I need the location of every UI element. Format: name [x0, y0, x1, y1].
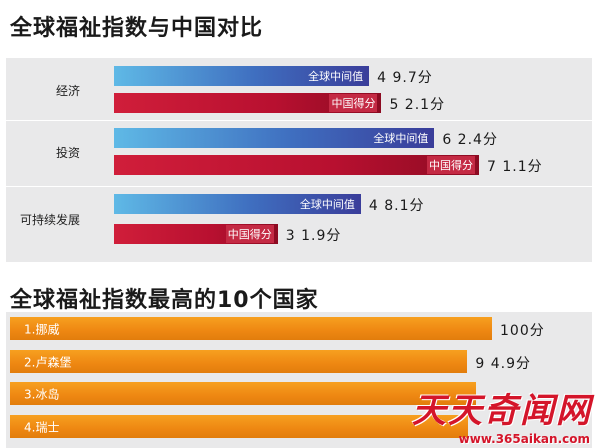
- bar-series-label: 全球中间值: [308, 70, 364, 83]
- value-label: 100分: [500, 323, 545, 339]
- country-label: 2.卢森堡: [24, 355, 72, 369]
- value-label: 7 1.1分: [487, 159, 543, 175]
- bar-series-label: 中国得分: [427, 156, 475, 174]
- bar-country: 4.瑞士: [10, 415, 468, 438]
- bar-country: 2.卢森堡: [10, 350, 468, 373]
- watermark-url: www.365aikan.com: [458, 432, 590, 446]
- country-label: 1.挪威: [24, 322, 60, 336]
- bar-series-label: 全球中间值: [373, 132, 429, 145]
- country-label: 3.冰岛: [24, 387, 60, 401]
- category-label: 经济: [56, 83, 81, 98]
- bar-red: 中国得分: [114, 224, 278, 244]
- bar-series-label: 中国得分: [225, 225, 274, 243]
- bar-blue: 全球中间值: [114, 128, 435, 148]
- chart-title-comparison: 全球福祉指数与中国对比: [10, 16, 264, 41]
- chart-title-top10: 全球福祉指数最高的10个国家: [10, 288, 319, 313]
- bar-series-label: 中国得分: [329, 94, 378, 112]
- value-label: 5 2.1分: [389, 97, 446, 113]
- value-label: 9 4.9分: [475, 356, 532, 372]
- watermark-logo: 天天奇闻网: [412, 391, 592, 431]
- bar-country: 3.冰岛: [10, 382, 476, 405]
- bar-red: 中国得分: [114, 93, 382, 113]
- gridline: [6, 186, 592, 187]
- comparison-chart-panel: 经济 全球中间值 4 9.7分 中国得分 5 2.1分 投资 全球中间值 6 2.4分 中国得分…: [6, 58, 592, 262]
- bar-series-label: 全球中间值: [299, 198, 355, 211]
- bar-red: 中国得分: [114, 155, 479, 175]
- value-label: 4 9.7分: [377, 70, 433, 86]
- top10-chart-panel: 1.挪威 100分 2.卢森堡 9 4.9分 3.冰岛 4.瑞士: [6, 312, 592, 448]
- country-label: 4.瑞士: [24, 420, 60, 434]
- gridline: [6, 120, 592, 121]
- value-label: 3 1.9分: [285, 228, 342, 244]
- category-label: 可持续发展: [20, 213, 81, 227]
- bar-blue: 全球中间值: [114, 66, 370, 86]
- category-label: 投资: [56, 145, 81, 160]
- bar-country: 1.挪威: [10, 317, 492, 340]
- value-label: 6 2.4分: [442, 132, 498, 148]
- bar-blue: 全球中间值: [114, 194, 361, 214]
- value-label: 4 8.1分: [368, 198, 425, 214]
